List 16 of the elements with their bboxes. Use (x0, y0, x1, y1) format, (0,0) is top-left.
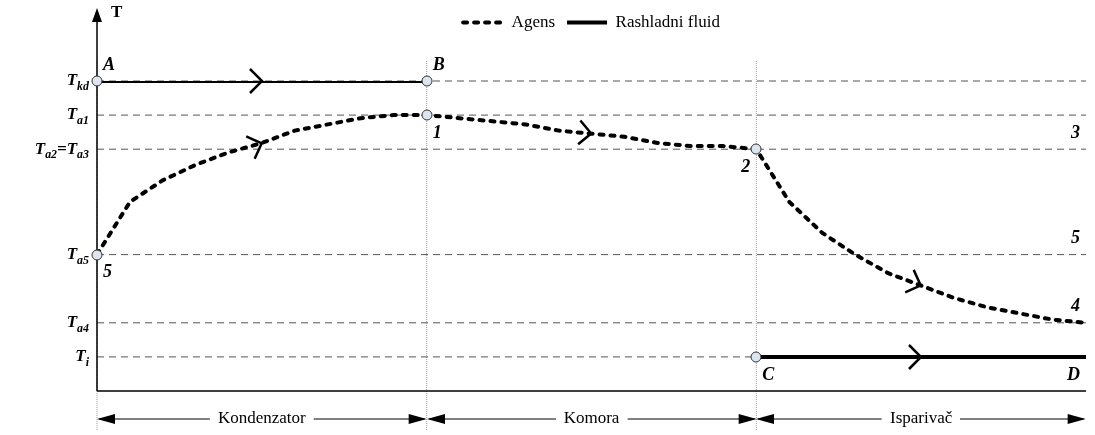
text: Isparivač (890, 408, 953, 428)
annotation: 3 (1070, 121, 1080, 142)
annotation: 5 (1071, 227, 1080, 248)
annotation: 5 (103, 261, 112, 282)
annotation: 2 (740, 155, 751, 176)
annotation: C (762, 363, 776, 384)
legend-label: Rashladni fluid (615, 11, 721, 31)
text: Komora (563, 408, 620, 428)
text: Kondenzator (217, 408, 307, 428)
annotation: D (1066, 363, 1080, 384)
annotation: 4 (1070, 295, 1080, 316)
y-axis-title: T (111, 2, 123, 22)
legend-label: Agens (511, 11, 556, 31)
annotation: A (102, 53, 116, 74)
annotation: B (431, 53, 445, 74)
annotation: 1 (432, 121, 442, 142)
